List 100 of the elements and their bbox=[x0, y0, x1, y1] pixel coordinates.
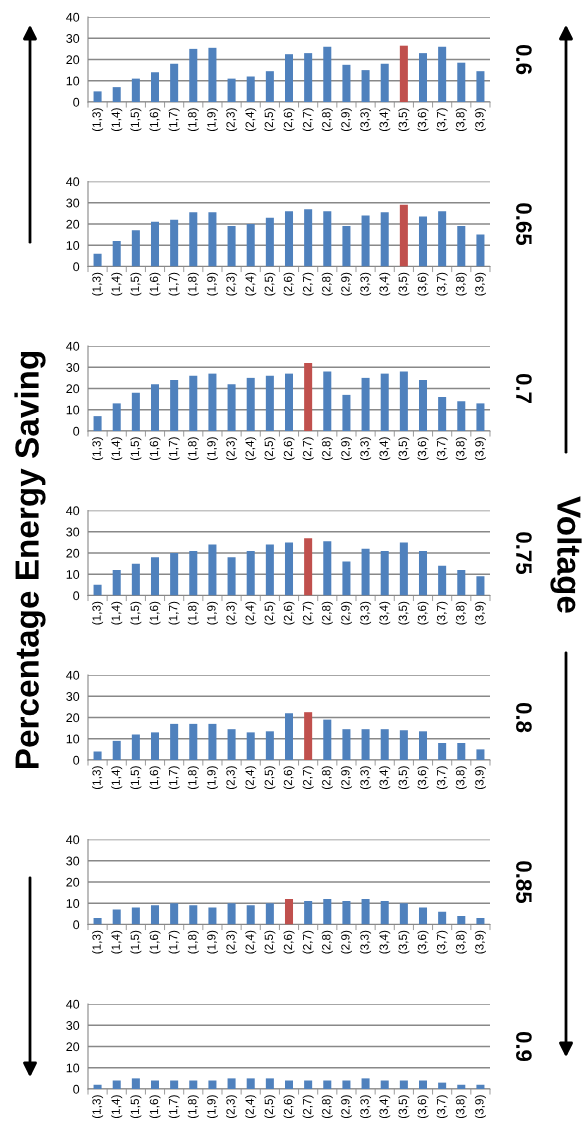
y-tick-label: 10 bbox=[66, 76, 80, 86]
x-tick-label: (3,3) bbox=[360, 272, 372, 296]
bar bbox=[170, 723, 179, 760]
x-tick-label: (3,8) bbox=[455, 437, 467, 461]
y-tick-label: 20 bbox=[66, 55, 80, 65]
bar bbox=[284, 373, 294, 431]
x-tick-label: (2,7) bbox=[302, 272, 314, 296]
x-tick-label: (1,9) bbox=[206, 1095, 218, 1119]
x-tick-label: (3,5) bbox=[398, 930, 410, 954]
bar bbox=[380, 373, 389, 431]
bar bbox=[418, 380, 428, 431]
bar bbox=[208, 373, 217, 431]
x-tick-label: (1,5) bbox=[130, 1095, 142, 1119]
bar bbox=[246, 76, 255, 102]
x-tick-label: (1,7) bbox=[168, 1095, 180, 1119]
bar bbox=[170, 380, 179, 431]
x-tick-label: (3,6) bbox=[417, 437, 429, 461]
x-tick-label: (2,3) bbox=[226, 108, 238, 132]
bar bbox=[304, 901, 313, 925]
x-tick-label: (3,5) bbox=[398, 108, 410, 132]
bar bbox=[265, 71, 274, 102]
x-tick-label: (2,4) bbox=[245, 272, 257, 296]
x-tick-label: (1,8) bbox=[187, 930, 199, 954]
y-tick-label: 30 bbox=[66, 363, 80, 372]
x-tick-label: (3,6) bbox=[417, 272, 429, 296]
x-tick-label: (1,6) bbox=[149, 272, 161, 296]
bar bbox=[438, 565, 447, 596]
y-tick-label: 40 bbox=[66, 12, 80, 22]
x-tick-label: (3,8) bbox=[455, 108, 467, 132]
x-tick-label: (1,5) bbox=[130, 272, 142, 296]
x-tick-label: (2,5) bbox=[264, 1095, 276, 1119]
bar bbox=[93, 751, 102, 760]
x-tick-label: (2,9) bbox=[340, 108, 352, 132]
bar bbox=[399, 204, 408, 267]
bar bbox=[342, 64, 351, 102]
y-tick-label: 0 bbox=[73, 262, 80, 272]
x-tick-label: (1,3) bbox=[92, 272, 104, 296]
bar bbox=[399, 903, 408, 925]
x-tick-label: (1,5) bbox=[130, 930, 142, 954]
x-tick-label: (3,8) bbox=[455, 601, 467, 625]
bar bbox=[284, 542, 294, 596]
y-tick-label: 0 bbox=[73, 426, 80, 436]
bar bbox=[208, 47, 217, 102]
x-tick-label: (3,4) bbox=[379, 601, 391, 625]
x-tick-label: (3,7) bbox=[436, 108, 448, 132]
x-tick-label: (2,8) bbox=[321, 437, 333, 461]
bar bbox=[418, 53, 428, 102]
y2-axis-title: 0.8 bbox=[516, 702, 532, 733]
y-tick-label: 20 bbox=[66, 384, 80, 394]
bar bbox=[246, 224, 255, 267]
bar bbox=[246, 550, 255, 596]
x-tick-label: (3,9) bbox=[474, 1095, 486, 1119]
bar bbox=[112, 403, 121, 431]
y-tick-label: 30 bbox=[66, 527, 80, 537]
bar bbox=[208, 212, 217, 267]
y-tick-label: 40 bbox=[66, 177, 80, 187]
bar bbox=[150, 384, 160, 431]
y-tick-label: 0 bbox=[73, 97, 80, 107]
bar bbox=[189, 375, 198, 431]
bar bbox=[380, 729, 389, 760]
x-tick-label: (1,7) bbox=[168, 108, 180, 132]
y-tick-label: 20 bbox=[66, 1042, 80, 1052]
bar bbox=[112, 241, 121, 267]
bar bbox=[342, 729, 351, 760]
x-tick-label: (3,9) bbox=[474, 272, 486, 296]
bar bbox=[284, 899, 294, 925]
x-tick-label: (1,5) bbox=[130, 437, 142, 461]
x-tick-label: (1,3) bbox=[92, 108, 104, 132]
x-tick-label: (2,4) bbox=[245, 930, 257, 954]
x-tick-label: (3,3) bbox=[360, 930, 372, 954]
bar bbox=[284, 713, 294, 760]
bar bbox=[361, 215, 370, 267]
x-tick-label: (2,4) bbox=[245, 1095, 257, 1119]
x-tick-label: (3,5) bbox=[398, 1095, 410, 1119]
bar bbox=[418, 550, 428, 596]
bar bbox=[361, 70, 370, 102]
x-tick-label: (1,3) bbox=[92, 437, 104, 461]
bar bbox=[227, 903, 236, 925]
bar bbox=[380, 212, 389, 267]
bar bbox=[93, 253, 102, 267]
bar bbox=[208, 544, 217, 596]
bar bbox=[112, 570, 121, 596]
x-tick-label: (2,6) bbox=[283, 108, 295, 132]
bar bbox=[399, 371, 408, 431]
x-tick-label: (1,4) bbox=[111, 601, 123, 625]
x-tick-label: (1,5) bbox=[130, 601, 142, 625]
y-tick-label: 40 bbox=[66, 506, 80, 516]
bar bbox=[323, 899, 332, 925]
x-tick-label: (2,3) bbox=[226, 766, 238, 790]
bar bbox=[323, 541, 332, 596]
x-tick-label: (1,9) bbox=[206, 272, 218, 296]
x-tick-label: (1,3) bbox=[92, 930, 104, 954]
x-tick-label: (2,9) bbox=[340, 272, 352, 296]
bar bbox=[418, 216, 428, 267]
x-tick-label: (1,8) bbox=[187, 766, 199, 790]
x-tick-label: (3,9) bbox=[474, 766, 486, 790]
x-tick-label: (3,3) bbox=[360, 437, 372, 461]
bar bbox=[208, 907, 217, 925]
bar bbox=[112, 909, 121, 925]
x-tick-label: (2,4) bbox=[245, 601, 257, 625]
